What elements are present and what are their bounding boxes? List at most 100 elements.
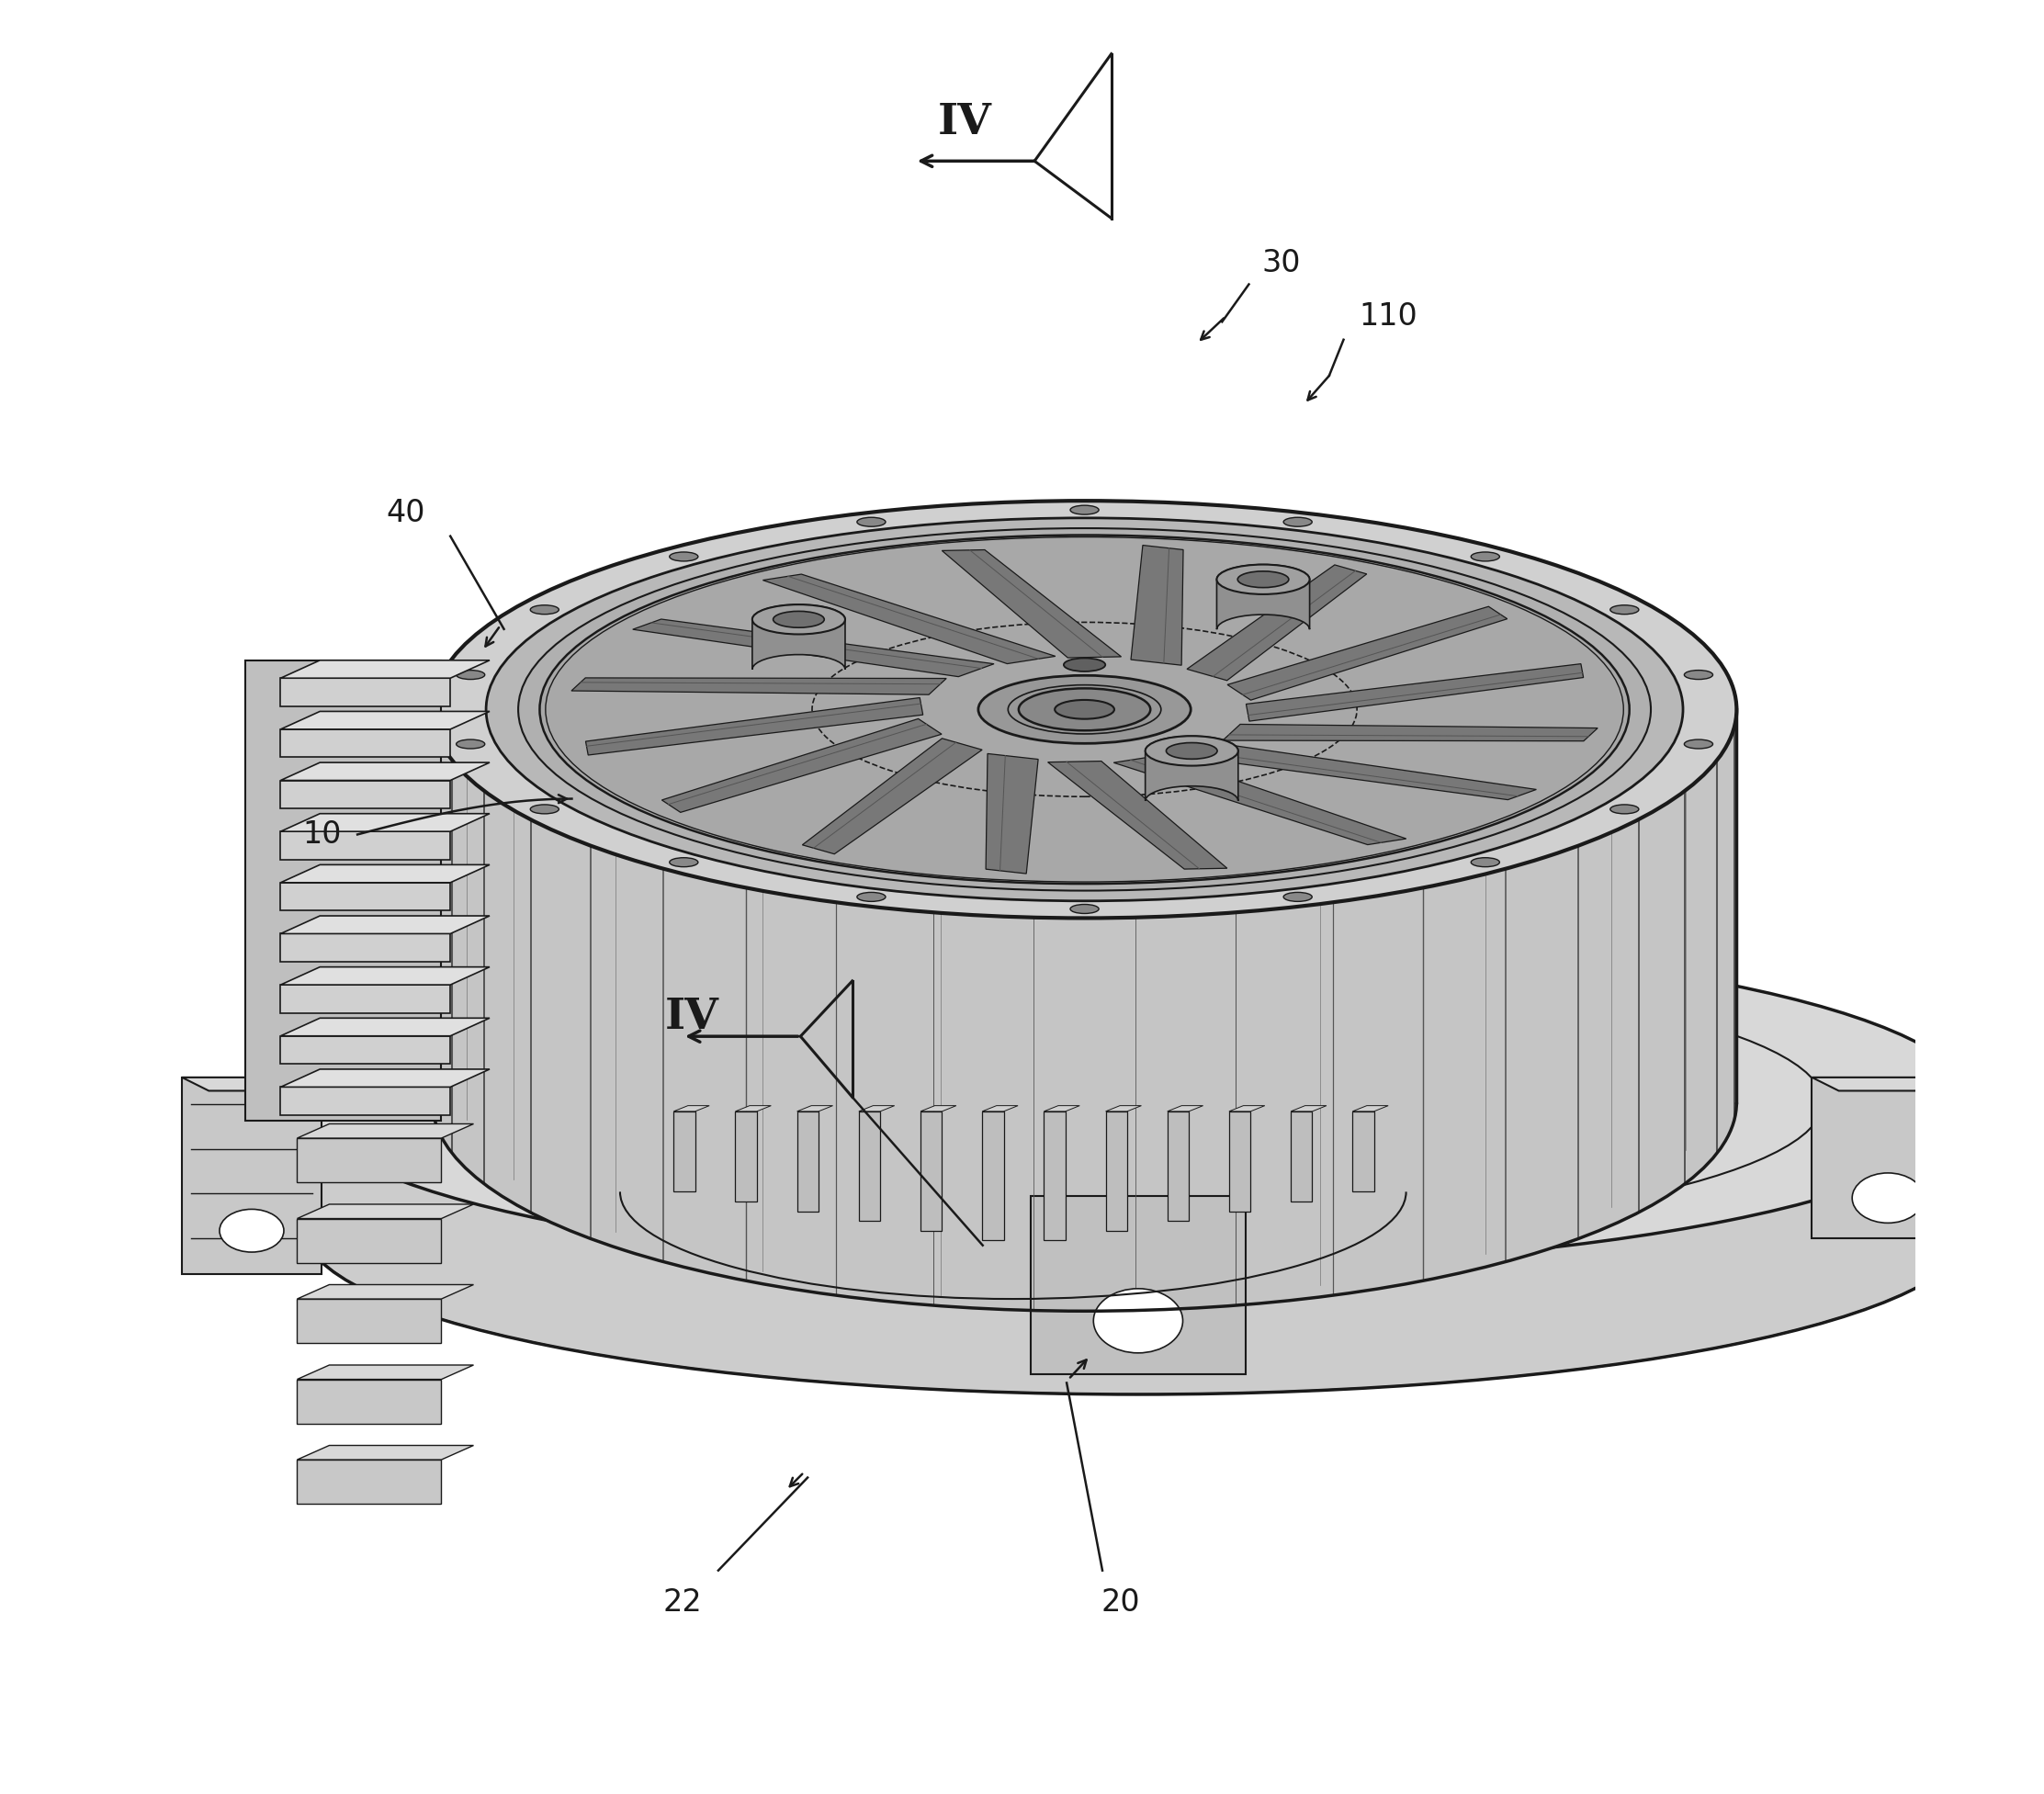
Ellipse shape [1611, 806, 1639, 814]
Polygon shape [1228, 1110, 1251, 1211]
Polygon shape [1044, 1110, 1065, 1240]
Ellipse shape [670, 553, 699, 562]
Polygon shape [296, 1446, 474, 1460]
Ellipse shape [1684, 671, 1713, 680]
Ellipse shape [1071, 506, 1100, 515]
Polygon shape [1811, 1078, 1991, 1091]
Polygon shape [182, 1078, 347, 1091]
Polygon shape [858, 1110, 881, 1222]
Ellipse shape [979, 675, 1192, 743]
Polygon shape [296, 1365, 474, 1380]
Polygon shape [296, 1460, 442, 1503]
Ellipse shape [856, 892, 885, 901]
Polygon shape [920, 1105, 957, 1110]
Polygon shape [280, 1069, 491, 1087]
Ellipse shape [773, 612, 824, 628]
Polygon shape [280, 712, 491, 728]
Polygon shape [280, 883, 450, 911]
Ellipse shape [519, 527, 1652, 890]
Polygon shape [1044, 1105, 1079, 1110]
Polygon shape [983, 1110, 1004, 1240]
Polygon shape [634, 619, 993, 676]
Text: 30: 30 [1261, 248, 1300, 278]
Polygon shape [1228, 1105, 1265, 1110]
Ellipse shape [752, 605, 844, 635]
Polygon shape [280, 933, 450, 962]
Polygon shape [280, 814, 491, 831]
Polygon shape [1247, 664, 1584, 721]
Polygon shape [280, 967, 491, 985]
Ellipse shape [1167, 743, 1218, 759]
Ellipse shape [486, 518, 1682, 901]
Ellipse shape [1684, 739, 1713, 748]
Polygon shape [280, 831, 450, 859]
Polygon shape [1106, 1105, 1141, 1110]
Polygon shape [1030, 1197, 1245, 1374]
Polygon shape [296, 1380, 442, 1423]
Polygon shape [797, 1105, 832, 1110]
Ellipse shape [1852, 1173, 1923, 1224]
Polygon shape [675, 1105, 709, 1110]
Polygon shape [296, 1123, 474, 1137]
Polygon shape [280, 985, 450, 1014]
Polygon shape [762, 574, 1055, 664]
Ellipse shape [1018, 689, 1151, 730]
Polygon shape [296, 1299, 442, 1344]
Polygon shape [1106, 1110, 1126, 1231]
Ellipse shape [529, 605, 558, 614]
Polygon shape [1353, 1105, 1388, 1110]
Polygon shape [1353, 1110, 1374, 1191]
Polygon shape [736, 1105, 771, 1110]
Text: 110: 110 [1359, 301, 1416, 332]
Polygon shape [296, 1285, 474, 1299]
Polygon shape [752, 605, 844, 669]
Polygon shape [280, 762, 491, 780]
Ellipse shape [456, 671, 484, 680]
Polygon shape [858, 1105, 895, 1110]
Polygon shape [433, 709, 1737, 1311]
Ellipse shape [1237, 570, 1288, 588]
Ellipse shape [529, 806, 558, 814]
Ellipse shape [1472, 858, 1500, 867]
Polygon shape [280, 780, 450, 809]
Polygon shape [1114, 755, 1406, 845]
Ellipse shape [1284, 892, 1312, 901]
Polygon shape [303, 1103, 1972, 1394]
Polygon shape [920, 1110, 942, 1231]
Ellipse shape [1063, 658, 1106, 671]
Ellipse shape [456, 739, 484, 748]
Polygon shape [983, 1105, 1018, 1110]
Polygon shape [280, 1087, 450, 1116]
Polygon shape [1175, 743, 1537, 800]
Polygon shape [245, 660, 442, 1119]
Polygon shape [662, 719, 942, 813]
Polygon shape [280, 1035, 450, 1064]
Polygon shape [280, 917, 491, 933]
Ellipse shape [670, 858, 699, 867]
Polygon shape [280, 865, 491, 883]
Polygon shape [182, 1078, 321, 1274]
Ellipse shape [1284, 517, 1312, 527]
Polygon shape [280, 660, 491, 678]
Ellipse shape [1094, 1288, 1183, 1353]
Ellipse shape [1145, 736, 1239, 766]
Polygon shape [1290, 1105, 1327, 1110]
Polygon shape [1188, 565, 1367, 680]
Polygon shape [803, 739, 981, 854]
Ellipse shape [1472, 553, 1500, 562]
Polygon shape [1167, 1110, 1190, 1222]
Polygon shape [1290, 1110, 1312, 1202]
Text: 20: 20 [1100, 1588, 1141, 1618]
Polygon shape [1222, 725, 1598, 741]
Polygon shape [985, 753, 1038, 874]
Polygon shape [296, 1137, 442, 1182]
Ellipse shape [433, 501, 1737, 919]
Polygon shape [1226, 606, 1506, 700]
Polygon shape [1216, 565, 1310, 630]
Polygon shape [736, 1110, 756, 1202]
Polygon shape [797, 1110, 818, 1211]
Ellipse shape [1071, 904, 1100, 913]
Ellipse shape [1216, 565, 1310, 594]
Ellipse shape [303, 1060, 1972, 1394]
Text: 22: 22 [662, 1588, 703, 1618]
